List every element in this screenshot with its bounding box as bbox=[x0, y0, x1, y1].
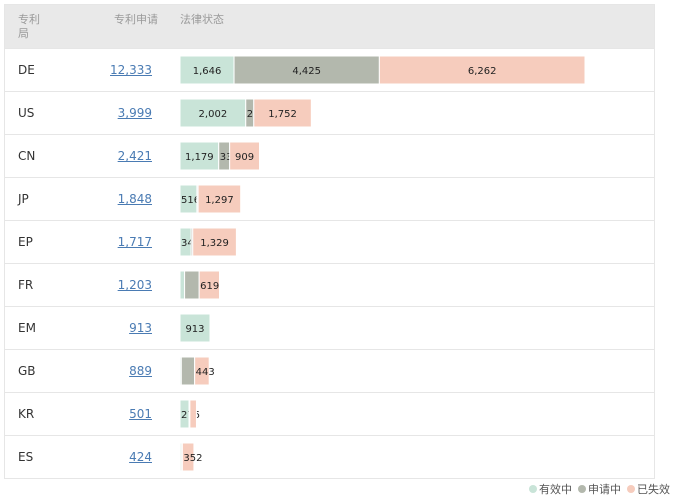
legend-label: 申请中 bbox=[588, 483, 621, 496]
application-count-link[interactable]: 2,421 bbox=[117, 149, 152, 163]
bar-value-label: 1,297 bbox=[205, 195, 234, 206]
office-code: CN bbox=[18, 149, 36, 163]
legend-label: 有效中 bbox=[539, 483, 572, 496]
legend-label: 已失效 bbox=[637, 483, 670, 496]
table-row: US 3,999 bbox=[5, 91, 654, 134]
bar-value-label: 1,179 bbox=[185, 152, 214, 163]
table-row: JP 1,848 bbox=[5, 177, 654, 220]
table-row: GB 889 bbox=[5, 349, 654, 392]
table-header: 专利局 专利申请 法律状态 bbox=[5, 5, 654, 48]
table-row: DE 12,333 bbox=[5, 48, 654, 91]
header-office: 专利局 bbox=[18, 13, 40, 40]
bar-segment-active bbox=[179, 270, 186, 300]
table-row: CN 2,421 bbox=[5, 134, 654, 177]
bar-value-label: 340 bbox=[181, 238, 200, 249]
legend-item: 申请中 bbox=[578, 481, 621, 497]
office-code: KR bbox=[18, 407, 35, 421]
office-code: GB bbox=[18, 364, 36, 378]
bar-segment-active bbox=[179, 313, 211, 343]
application-count-link[interactable]: 424 bbox=[129, 450, 152, 464]
application-count-link[interactable]: 501 bbox=[129, 407, 152, 421]
bar-value-label: 909 bbox=[235, 152, 254, 163]
bar-value-label: 1,752 bbox=[268, 109, 297, 120]
bar-segment-lapsed bbox=[229, 141, 261, 171]
legend-item: 已失效 bbox=[627, 481, 670, 497]
header-applications: 专利申请 bbox=[114, 13, 158, 26]
legend-dot-icon bbox=[529, 485, 537, 493]
office-code: EP bbox=[18, 235, 33, 249]
bar-segment-lapsed bbox=[189, 399, 197, 429]
office-code: JP bbox=[18, 192, 29, 206]
legend-dot-icon bbox=[627, 485, 635, 493]
bar-value-label: 4,425 bbox=[292, 66, 321, 77]
patent-office-table: 专利局 专利申请 法律状态 DE 12,333 US 3,999 CN 2,421 JP 1,… bbox=[4, 4, 655, 479]
bar-value-label: 6,262 bbox=[468, 66, 497, 77]
bar-segment-active bbox=[179, 141, 220, 171]
bar-value-label: 619 bbox=[200, 281, 219, 292]
bar-segment-lapsed bbox=[181, 442, 195, 472]
table-row: EP 1,717 bbox=[5, 220, 654, 263]
chart-legend: 有效中 申请中 已失效 bbox=[529, 481, 670, 497]
legal-status-bars: 1,6464,4256,2622,0022451,7521,1793339095… bbox=[179, 55, 586, 472]
bar-segment-pending bbox=[233, 55, 380, 85]
bar-value-label: 443 bbox=[196, 367, 215, 378]
office-code: FR bbox=[18, 278, 34, 292]
bar-value-label: 516 bbox=[181, 195, 200, 206]
bar-segment-lapsed bbox=[253, 98, 312, 128]
table-row: FR 1,203 bbox=[5, 263, 654, 306]
office-code: ES bbox=[18, 450, 34, 464]
bar-value-label: 352 bbox=[183, 453, 202, 464]
legend-item: 有效中 bbox=[529, 481, 572, 497]
office-code: US bbox=[18, 106, 35, 120]
application-count-link[interactable]: 1,203 bbox=[117, 278, 152, 292]
bar-segment-lapsed bbox=[198, 270, 221, 300]
application-count-link[interactable]: 3,999 bbox=[117, 106, 152, 120]
header-legal-status: 法律状态 bbox=[180, 13, 224, 26]
office-code: DE bbox=[18, 63, 35, 77]
bar-value-label: 1,329 bbox=[200, 238, 229, 249]
bar-segment-lapsed bbox=[192, 227, 237, 257]
application-count-link[interactable]: 889 bbox=[129, 364, 152, 378]
bar-segment-pending bbox=[184, 270, 200, 300]
application-count-link[interactable]: 1,717 bbox=[117, 235, 152, 249]
bar-value-label: 913 bbox=[185, 324, 204, 335]
legend-dot-icon bbox=[578, 485, 586, 493]
bar-segment-lapsed bbox=[378, 55, 586, 85]
bar-segment-active bbox=[179, 55, 235, 85]
application-count-link[interactable]: 12,333 bbox=[110, 63, 152, 77]
bar-segment-pending bbox=[180, 356, 196, 386]
office-code: EM bbox=[18, 321, 36, 335]
bar-segment-lapsed bbox=[194, 356, 210, 386]
application-count-link[interactable]: 913 bbox=[129, 321, 152, 335]
bar-segment-lapsed bbox=[197, 184, 242, 214]
bar-value-label: 1,646 bbox=[193, 66, 222, 77]
bar-value-label: 2,002 bbox=[199, 109, 228, 120]
table-row: EM 913 bbox=[5, 306, 654, 349]
application-count-link[interactable]: 1,848 bbox=[117, 192, 152, 206]
table-row: KR 501 bbox=[5, 392, 654, 435]
table-row: ES 424 bbox=[5, 435, 654, 478]
